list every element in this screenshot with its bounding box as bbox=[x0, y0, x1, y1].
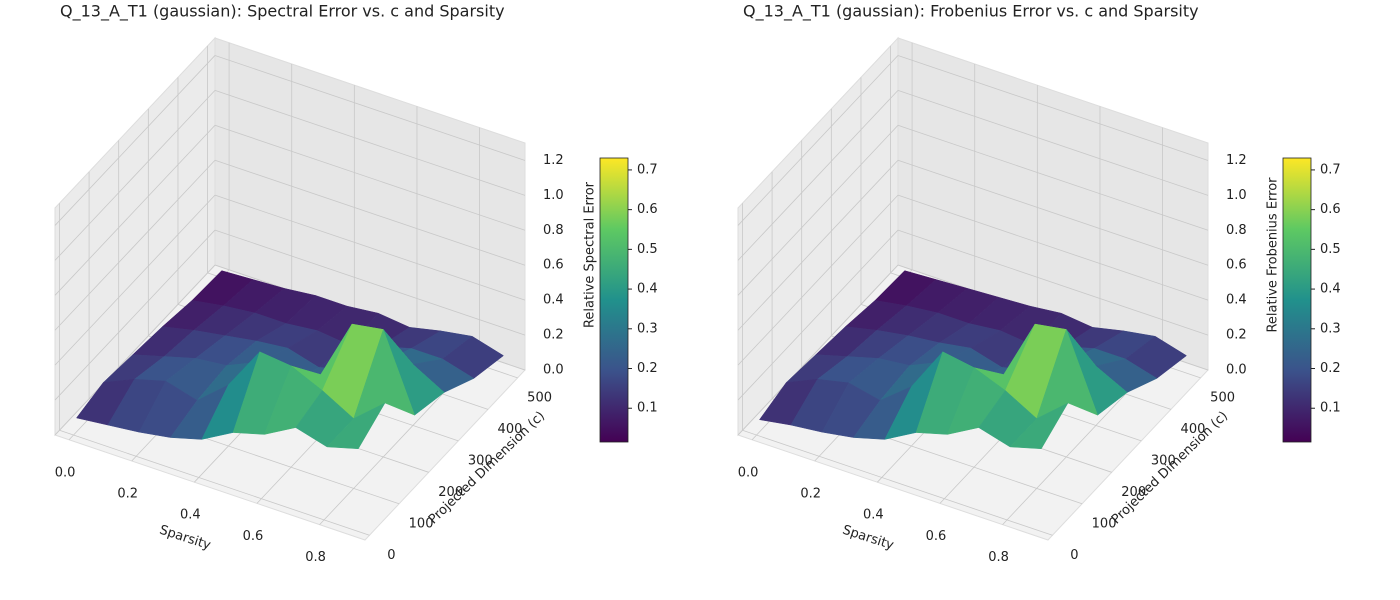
z-tick-label: 1.2 bbox=[543, 153, 564, 168]
grid-line bbox=[897, 194, 1209, 301]
grid-line bbox=[737, 55, 899, 226]
colorbar-tick-label: 0.5 bbox=[637, 242, 658, 257]
x-tick-label: 0.0 bbox=[55, 465, 76, 480]
grid-line bbox=[214, 194, 526, 301]
grid-line bbox=[737, 229, 899, 401]
z-tick-label: 0.8 bbox=[1226, 223, 1247, 238]
grid-line bbox=[214, 90, 526, 196]
colorbar-tick-label: 0.7 bbox=[637, 162, 658, 177]
grid-line bbox=[737, 159, 899, 331]
colorbar-tick-label: 0.7 bbox=[1320, 162, 1341, 177]
chart-title: Q_13_A_T1 (gaussian): Spectral Error vs.… bbox=[60, 2, 505, 22]
colorbar-label: Relative Frobenius Error bbox=[1266, 177, 1281, 333]
colorbar bbox=[1282, 157, 1312, 443]
y-tick-label: 500 bbox=[1210, 390, 1235, 405]
grid-line bbox=[54, 229, 216, 401]
x-tick-label: 0.6 bbox=[243, 529, 264, 544]
colorbar-tick-label: 0.1 bbox=[1320, 401, 1341, 416]
y-tick-label: 0 bbox=[1070, 548, 1078, 563]
x-tick-label: 0.0 bbox=[738, 465, 759, 480]
z-tick-label: 0.0 bbox=[1226, 363, 1247, 378]
y-tick-label: 100 bbox=[1092, 516, 1117, 531]
grid-line bbox=[214, 159, 526, 266]
z-tick-label: 0.2 bbox=[543, 328, 564, 343]
colorbar-tick-label: 0.4 bbox=[1320, 282, 1341, 297]
x-axis-label: Sparsity bbox=[157, 523, 212, 554]
x-tick-label: 0.6 bbox=[926, 529, 947, 544]
colorbar-tick-label: 0.3 bbox=[1320, 321, 1341, 336]
grid-line bbox=[54, 264, 216, 436]
y-tick-label: 0 bbox=[387, 548, 395, 563]
y-tick-label: 300 bbox=[468, 453, 493, 468]
grid-line bbox=[59, 429, 370, 536]
y-tick-label: 500 bbox=[527, 390, 552, 405]
z-tick-label: 0.0 bbox=[543, 363, 564, 378]
colorbar-tick-label: 0.5 bbox=[1320, 242, 1341, 257]
z-tick-label: 0.6 bbox=[543, 258, 564, 273]
grid-line bbox=[742, 429, 1053, 536]
grid-line bbox=[897, 55, 1209, 161]
grid-line bbox=[737, 264, 899, 436]
surface-face bbox=[1009, 402, 1069, 450]
z-tick-label: 0.4 bbox=[1226, 293, 1247, 308]
colorbar-tick-label: 0.6 bbox=[637, 202, 658, 217]
grid-line bbox=[214, 124, 526, 231]
grid-line bbox=[897, 229, 1209, 336]
grid-line bbox=[737, 125, 899, 296]
z-tick-label: 1.2 bbox=[1226, 153, 1247, 168]
colorbar-tick-label: 0.2 bbox=[637, 361, 658, 376]
z-tick-label: 0.4 bbox=[543, 293, 564, 308]
grid-line bbox=[54, 194, 216, 366]
colorbar-tick-label: 0.1 bbox=[637, 401, 658, 416]
grid-line bbox=[897, 90, 1209, 196]
grid-line bbox=[54, 90, 216, 261]
grid-line bbox=[737, 194, 899, 366]
y-tick-label: 100 bbox=[409, 516, 434, 531]
colorbar-tick-label: 0.4 bbox=[637, 282, 658, 297]
y-tick-label: 400 bbox=[1181, 422, 1206, 437]
colorbar-tick-label: 0.3 bbox=[637, 321, 658, 336]
z-tick-label: 1.0 bbox=[543, 188, 564, 203]
colorbar-tick-label: 0.2 bbox=[1320, 361, 1341, 376]
grid-line bbox=[214, 55, 526, 161]
x-tick-label: 0.4 bbox=[863, 508, 884, 523]
grid-line bbox=[737, 90, 899, 261]
grid-line bbox=[54, 159, 216, 331]
grid-line bbox=[54, 125, 216, 296]
surface-face bbox=[326, 402, 386, 450]
x-tick-label: 0.2 bbox=[800, 486, 821, 501]
z-tick-label: 0.2 bbox=[1226, 328, 1247, 343]
y-tick-label: 300 bbox=[1151, 453, 1176, 468]
z-tick-label: 1.0 bbox=[1226, 188, 1247, 203]
y-tick-label: 200 bbox=[438, 485, 463, 500]
x-tick-label: 0.2 bbox=[117, 486, 138, 501]
x-axis-label: Sparsity bbox=[840, 523, 895, 554]
grid-line bbox=[54, 55, 216, 226]
grid-line bbox=[897, 159, 1209, 266]
y-tick-label: 400 bbox=[498, 422, 523, 437]
colorbar-label: Relative Spectral Error bbox=[583, 181, 598, 328]
z-tick-label: 0.6 bbox=[1226, 258, 1247, 273]
x-tick-label: 0.4 bbox=[180, 508, 201, 523]
z-tick-label: 0.8 bbox=[543, 223, 564, 238]
chart-title: Q_13_A_T1 (gaussian): Frobenius Error vs… bbox=[743, 2, 1199, 22]
x-tick-label: 0.8 bbox=[305, 550, 326, 565]
colorbar bbox=[599, 157, 629, 443]
x-tick-label: 0.8 bbox=[988, 550, 1009, 565]
y-tick-label: 200 bbox=[1121, 485, 1146, 500]
grid-line bbox=[897, 124, 1209, 231]
grid-line bbox=[214, 229, 526, 336]
colorbar-tick-label: 0.6 bbox=[1320, 202, 1341, 217]
